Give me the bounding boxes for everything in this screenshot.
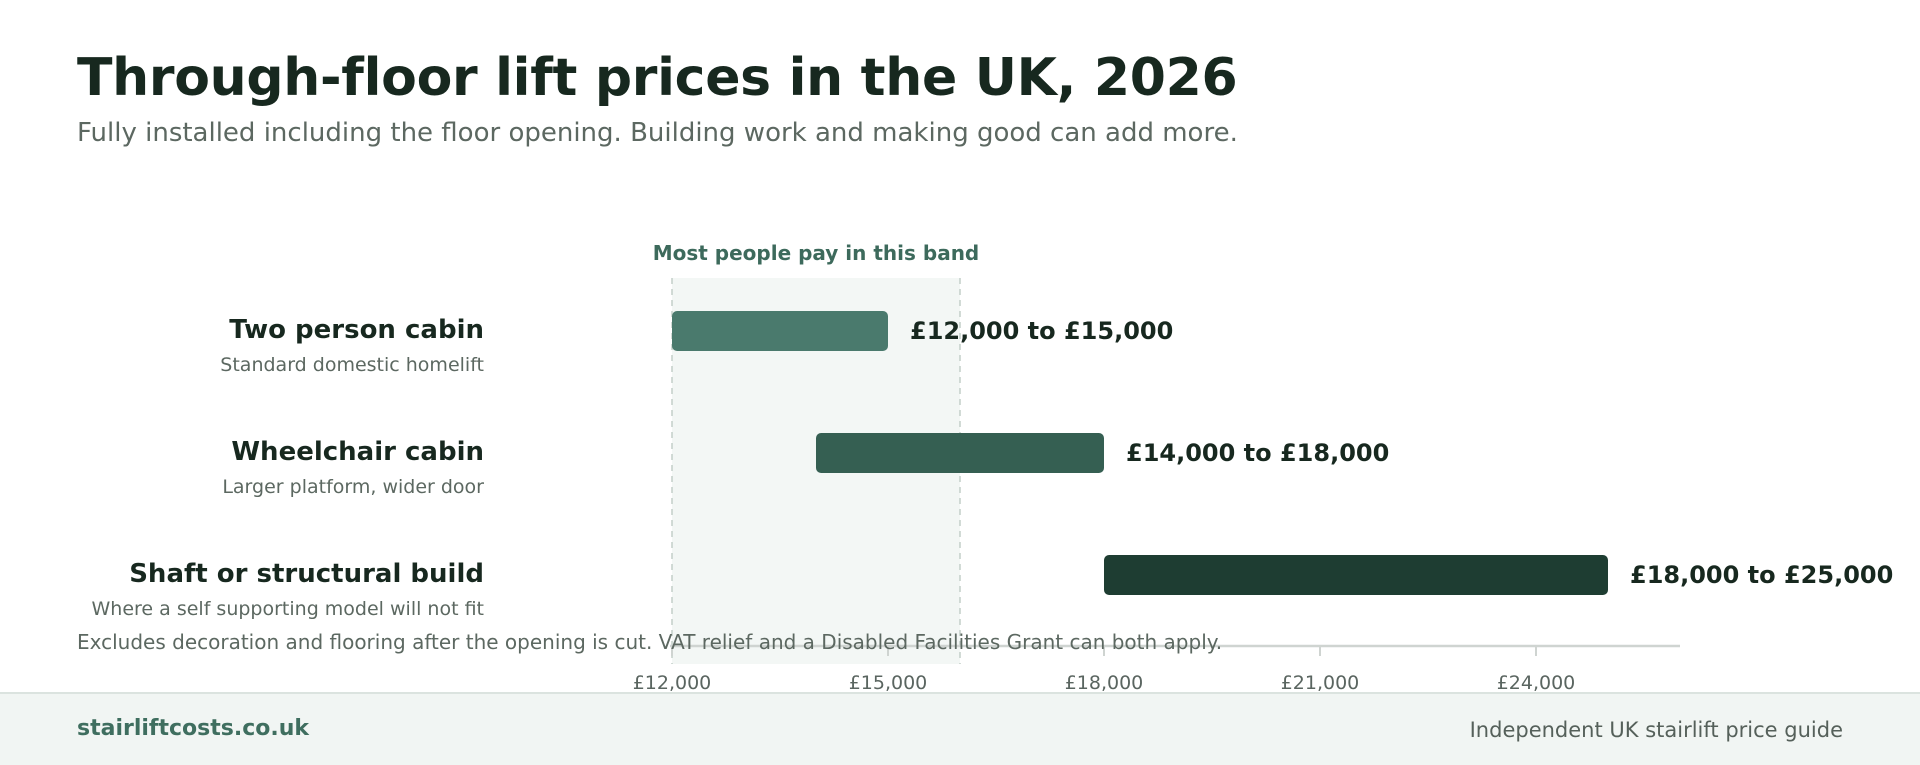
category-note: Larger platform, wider door bbox=[222, 476, 484, 498]
x-tick-label: £24,000 bbox=[1497, 672, 1576, 692]
chart-subtitle: Fully installed including the floor open… bbox=[77, 118, 1238, 148]
price-range-chart: Most people pay in this band £12,000 £15,0… bbox=[77, 241, 1893, 692]
chart-note: Excludes decoration and flooring after t… bbox=[77, 630, 1222, 654]
chart-title: Through-floor lift prices in the UK, 202… bbox=[77, 48, 1238, 108]
category-label: Two person cabin bbox=[229, 315, 484, 345]
range-value-label: £12,000 to £15,000 bbox=[910, 317, 1173, 345]
range-bar bbox=[672, 311, 888, 351]
category-note: Standard domestic homelift bbox=[220, 354, 484, 376]
footer: stairliftcosts.co.uk Independent UK stai… bbox=[0, 692, 1920, 765]
highlight-band-label: Most people pay in this band bbox=[653, 241, 980, 265]
category-label: Wheelchair cabin bbox=[231, 437, 484, 467]
category-label: Shaft or structural build bbox=[129, 559, 484, 589]
x-tick-label: £21,000 bbox=[1281, 672, 1360, 692]
range-value-label: £18,000 to £25,000 bbox=[1630, 561, 1893, 589]
range-bar bbox=[816, 433, 1104, 473]
x-tick-label: £12,000 bbox=[633, 672, 712, 692]
category-note: Where a self supporting model will not f… bbox=[92, 598, 484, 620]
range-value-label: £14,000 to £18,000 bbox=[1126, 439, 1389, 467]
footer-tagline: Independent UK stairlift price guide bbox=[1469, 718, 1843, 742]
x-tick-label: £15,000 bbox=[849, 672, 928, 692]
range-bar bbox=[1104, 555, 1608, 595]
x-tick-label: £18,000 bbox=[1065, 672, 1144, 692]
site-brand-link[interactable]: stairliftcosts.co.uk bbox=[77, 716, 310, 741]
